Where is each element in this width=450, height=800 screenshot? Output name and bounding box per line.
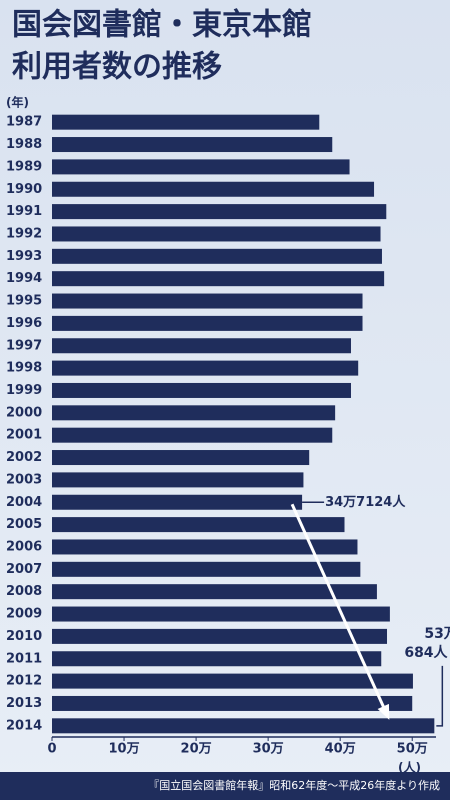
y-tick-label: 2000	[6, 405, 42, 420]
chart-title: 国会図書館・東京本館	[12, 8, 312, 43]
bar	[52, 293, 363, 309]
y-tick-label: 2012	[6, 674, 42, 689]
bar	[52, 114, 320, 130]
annotation: 53万	[424, 626, 450, 642]
y-tick-label: 1987	[6, 115, 42, 130]
y-tick-label: 1989	[6, 159, 42, 174]
bar	[52, 405, 336, 421]
footer-band	[0, 772, 450, 800]
bar	[52, 226, 381, 242]
source-note: 『国立国会図書館年報』昭和62年度〜平成26年度より作成	[148, 778, 440, 792]
bar	[52, 606, 390, 622]
trend-arrow	[290, 503, 386, 709]
bar	[52, 517, 345, 533]
bar	[52, 561, 361, 577]
bar	[52, 628, 388, 644]
bracket	[436, 665, 444, 727]
x-tick-label: 30万	[253, 742, 284, 757]
y-tick-label: 2014	[6, 718, 42, 733]
y-tick-label: 2002	[6, 450, 42, 465]
x-tick-label: 10万	[108, 742, 139, 757]
y-tick-label: 2007	[6, 562, 42, 577]
y-tick-label: 2008	[6, 584, 42, 599]
y-tick-label: 2001	[6, 428, 42, 443]
bar	[52, 651, 382, 667]
y-tick-label: 1996	[6, 316, 42, 331]
bar	[52, 539, 358, 555]
x-tick-label: 0	[47, 742, 56, 757]
bar	[52, 315, 363, 331]
bar	[52, 695, 413, 711]
annotation: 684人	[404, 644, 448, 661]
x-tick-label: 40万	[325, 742, 356, 757]
y-tick-label: 1990	[6, 182, 42, 197]
bar	[52, 271, 385, 287]
y-tick-label: 1992	[6, 226, 42, 241]
bar	[52, 159, 350, 175]
bar	[52, 360, 359, 376]
bar	[52, 204, 387, 220]
y-axis-label: (年)	[6, 95, 29, 110]
trend-arrow-head	[377, 703, 390, 720]
x-tick-label: 50万	[397, 742, 428, 757]
y-tick-label: 2003	[6, 472, 42, 487]
y-tick-label: 1988	[6, 137, 42, 152]
y-tick-label: 1998	[6, 361, 42, 376]
bar	[52, 137, 333, 153]
y-tick-label: 1993	[6, 249, 42, 264]
y-tick-label: 1994	[6, 271, 42, 286]
bar	[52, 584, 377, 600]
y-tick-label: 2013	[6, 696, 42, 711]
y-tick-label: 2005	[6, 517, 42, 532]
y-tick-label: 2011	[6, 651, 42, 666]
y-tick-label: 1995	[6, 294, 42, 309]
bar	[52, 673, 413, 689]
annotation: 34万7124人	[325, 494, 406, 510]
bar	[52, 450, 310, 466]
bar	[52, 494, 303, 510]
x-tick-label: 20万	[181, 742, 212, 757]
bar	[52, 718, 435, 734]
x-axis-label: (人)	[398, 760, 421, 775]
bar	[52, 338, 351, 354]
y-tick-label: 1997	[6, 338, 42, 353]
bar	[52, 248, 382, 264]
y-tick-label: 1991	[6, 204, 42, 219]
bar	[52, 427, 333, 443]
y-tick-label: 2006	[6, 539, 42, 554]
y-tick-label: 2004	[6, 495, 42, 510]
bar	[52, 472, 304, 488]
y-tick-label: 2010	[6, 629, 42, 644]
bar	[52, 181, 375, 197]
y-tick-label: 2009	[6, 607, 42, 622]
bar	[52, 382, 351, 398]
y-tick-label: 1999	[6, 383, 42, 398]
chart-title: 利用者数の推移	[12, 50, 222, 85]
